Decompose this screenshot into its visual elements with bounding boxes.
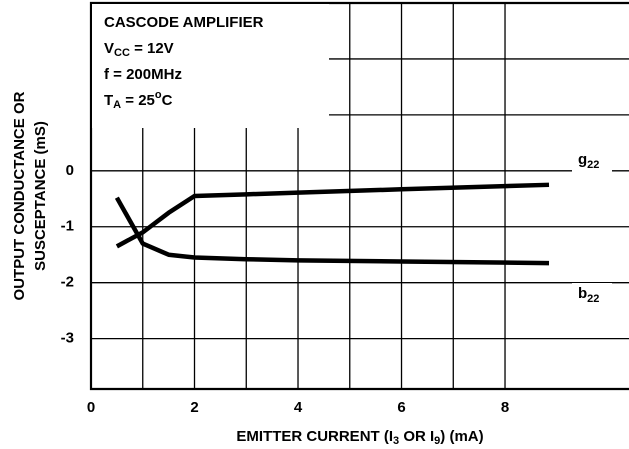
text-part: T [104, 92, 113, 109]
series-label: g22 [578, 151, 599, 171]
text-part: = 25 [121, 92, 155, 109]
y-tick-label: -3 [61, 330, 74, 347]
info-line: TA = 25oC [104, 89, 173, 111]
text-part: f = 200MHz [104, 66, 182, 83]
text-part: OR I [399, 428, 434, 445]
x-tick-label: 6 [397, 399, 405, 416]
text-part: 9 [434, 435, 440, 447]
y-axis-label: SUSCEPTANCE (mS) [32, 121, 49, 271]
text-part: EMITTER CURRENT (I [236, 428, 393, 445]
series-label-bg [572, 283, 612, 307]
x-tick-label: 8 [501, 399, 509, 416]
series-line [114, 196, 550, 266]
x-axis-label: EMITTER CURRENT (I3 OR I9) (mA) [236, 428, 483, 447]
info-box [92, 4, 329, 128]
x-tick-label: 2 [190, 399, 198, 416]
text-part: ) (mA) [440, 428, 483, 445]
info-line: f = 200MHz [104, 66, 182, 83]
y-tick-label: -2 [61, 274, 74, 291]
y-tick-label: -1 [61, 218, 74, 235]
text-part: CC [114, 47, 130, 59]
text-part: 3 [393, 435, 399, 447]
text-part: o [155, 89, 162, 101]
y-axis-label: OUTPUT CONDUCTANCE OR [11, 91, 28, 300]
series-label-bg [572, 149, 612, 173]
y-tick-label: 0 [66, 162, 74, 179]
series-label: b22 [578, 285, 599, 305]
text-part: C [162, 92, 173, 109]
text-part: = 12V [130, 40, 174, 57]
text-part: A [113, 99, 121, 111]
text-part: CASCODE AMPLIFIER [104, 14, 264, 31]
x-tick-label: 0 [87, 399, 95, 416]
plot-frame [89, 1, 629, 391]
text-part: V [104, 40, 114, 57]
info-line: CASCODE AMPLIFIER [104, 14, 264, 31]
info-line: VCC = 12V [104, 40, 174, 59]
series-line [115, 182, 550, 249]
x-tick-label: 4 [294, 399, 303, 416]
